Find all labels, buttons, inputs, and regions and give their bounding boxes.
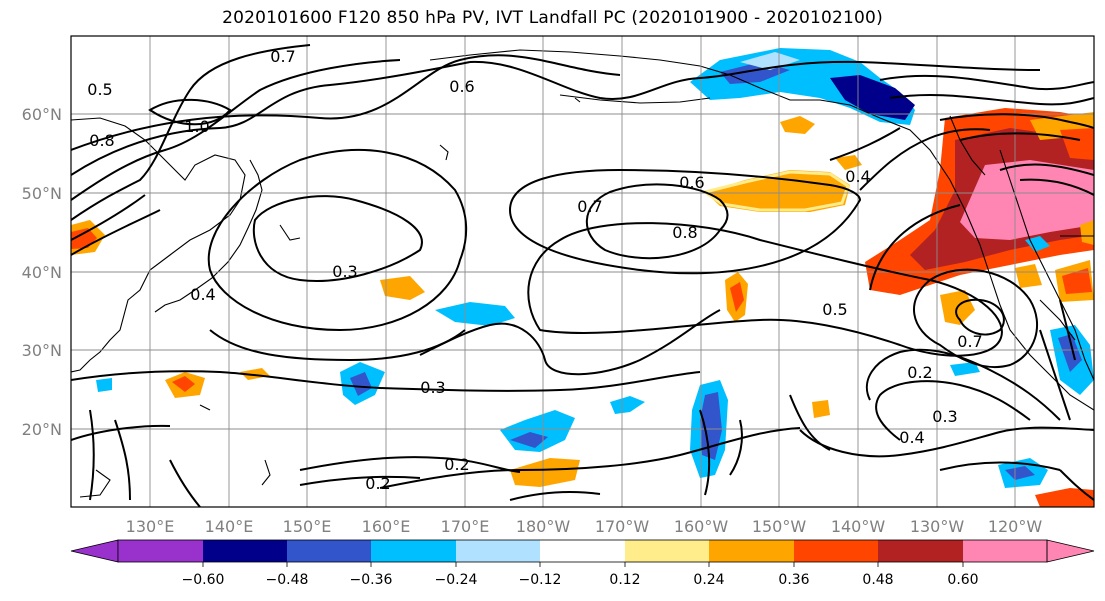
contour-label: 0.3	[332, 262, 357, 281]
lon-label-140w: 140°W	[831, 517, 886, 536]
positive-region-pnw-core	[960, 160, 1094, 240]
lon-label-130w: 130°W	[910, 517, 965, 536]
lon-label-160w: 160°W	[674, 517, 729, 536]
aleutians	[559, 94, 711, 104]
lat-label-50n: 50°N	[22, 184, 62, 203]
contour-label: 0.2	[444, 455, 469, 474]
lon-label-170w: 170°W	[595, 517, 650, 536]
lon-label-150e: 150°E	[283, 517, 332, 536]
contour-label: 0.3	[420, 378, 445, 397]
colorbar: −0.60 −0.48 −0.36 −0.24 −0.12 0.12 0.24 …	[70, 539, 1095, 588]
contour-label: 1.0	[184, 117, 209, 136]
asia-coast	[71, 117, 246, 373]
latitude-labels: 60°N 50°N 40°N 30°N 20°N	[22, 105, 62, 439]
colorbar-segment	[371, 540, 456, 562]
colorbar-tick-label: −0.12	[519, 572, 562, 588]
pv-contours	[71, 44, 1094, 507]
contour-label: 0.2	[365, 474, 390, 493]
colorbar-segment	[963, 540, 1047, 562]
contour-label: 0.7	[577, 197, 602, 216]
contour-label: 0.3	[932, 407, 957, 426]
colorbar-low-arrow	[70, 539, 119, 563]
contour-label: 0.4	[190, 285, 215, 304]
lat-label-30n: 30°N	[22, 341, 62, 360]
figure-title: 2020101600 F120 850 hPa PV, IVT Landfall…	[222, 8, 883, 28]
lat-label-40n: 40°N	[22, 263, 62, 282]
colorbar-segment	[625, 540, 709, 562]
contour-label: 0.7	[270, 47, 295, 66]
colorbar-segment	[118, 540, 203, 562]
colorbar-tick-label: 0.60	[947, 572, 978, 588]
contour-label: 0.8	[672, 223, 697, 242]
colorbar-segment	[203, 540, 287, 562]
colorbar-segment	[540, 540, 625, 562]
colorbar-segment	[878, 540, 963, 562]
lon-label-120w: 120°W	[988, 517, 1043, 536]
colorbar-tick-label: 0.36	[778, 572, 809, 588]
contour-labels: 0.8 0.7 0.6 0.5 1.0 0.4 0.3 0.2 0.8 0.7 …	[87, 47, 982, 493]
contour-label: 0.5	[822, 300, 847, 319]
colorbar-segment	[456, 540, 540, 562]
alaska-coast	[429, 49, 1094, 411]
colorbar-tick-label: −0.24	[435, 572, 478, 588]
colorbar-segment	[287, 540, 371, 562]
colorbar-tick-label: 0.48	[862, 572, 893, 588]
lat-label-60n: 60°N	[22, 105, 62, 124]
contour-label: 0.4	[899, 428, 924, 447]
contour-label: 0.2	[907, 363, 932, 382]
lon-label-180w: 180°W	[516, 517, 571, 536]
lon-label-160e: 160°E	[362, 517, 411, 536]
colorbar-segment	[794, 540, 878, 562]
colorbar-frame	[117, 539, 1048, 563]
shaded-fields	[71, 48, 1094, 507]
map-frame	[70, 35, 1095, 508]
lon-label-150w: 150°W	[752, 517, 807, 536]
contour-label: 0.7	[957, 332, 982, 351]
contour-label: 0.4	[845, 167, 870, 186]
longitude-labels: 130°E 140°E 150°E 160°E 170°E 180°W 170°…	[126, 517, 1043, 536]
lat-label-20n: 20°N	[22, 420, 62, 439]
colorbar-tick-label: −0.36	[350, 572, 393, 588]
contour-label: 0.6	[679, 173, 704, 192]
colorbar-tick-label: 0.12	[609, 572, 640, 588]
positive-region-goa	[705, 170, 850, 212]
colorbar-segment	[709, 540, 794, 562]
colorbar-tick-label: 0.24	[693, 572, 724, 588]
lon-label-130e: 130°E	[126, 517, 175, 536]
lon-label-170e: 170°E	[441, 517, 490, 536]
contour-label: 0.5	[87, 80, 112, 99]
contour-label: 0.8	[89, 131, 114, 150]
colorbar-tick-label: −0.60	[182, 572, 225, 588]
colorbar-tick-label: −0.48	[266, 572, 309, 588]
colorbar-high-arrow	[1046, 539, 1095, 563]
contour-label: 0.6	[449, 77, 474, 96]
lon-label-140e: 140°E	[205, 517, 254, 536]
japan-coast	[154, 159, 263, 313]
